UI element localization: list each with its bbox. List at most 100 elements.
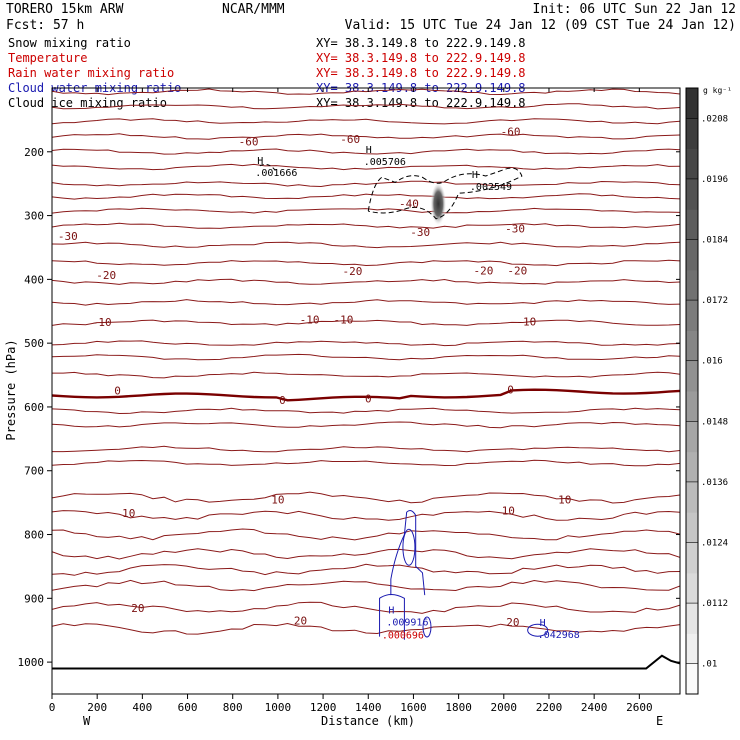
x-tick-label: 1600: [400, 701, 427, 714]
colorbar-swatch: [686, 178, 698, 210]
extremum-value: .002549: [470, 182, 512, 193]
isotherm-label: -30: [410, 226, 430, 239]
colorbar-swatch: [686, 542, 698, 574]
colorbar-swatch: [686, 148, 698, 180]
colorbar-swatch: [686, 330, 698, 362]
init-label: Init: 06 UTC Sun 22 Jan 12: [533, 2, 737, 17]
y-tick-label: 700: [24, 465, 44, 478]
colorbar-tick-label: .0172: [701, 296, 728, 306]
isotherm-label: 10: [271, 493, 284, 506]
isotherm-line: [52, 299, 680, 306]
x-tick-label: 200: [87, 701, 107, 714]
colorbar-border: [685, 87, 699, 695]
legend-cloud-ice: Cloud ice mixing ratio: [8, 96, 167, 110]
isotherm-line: [52, 622, 680, 635]
extremum-high-mark: H: [540, 618, 546, 629]
x-tick-label: 1800: [445, 701, 472, 714]
extremum-value: .001666: [255, 168, 297, 179]
legend-cloud-ice-xy: XY= 38.3.149.8 to 222.9.149.8: [316, 96, 526, 110]
isotherm-label: -10: [333, 314, 353, 327]
colorbar-swatch: [686, 209, 698, 240]
axes: 0 200 400 600 800 1000 1200 1400 1600 1800 2000 220…: [18, 88, 680, 714]
y-tick-label: 600: [24, 401, 44, 414]
isotherm-label: -20: [343, 265, 363, 278]
isotherm-line: [52, 563, 680, 576]
cloud-ice-contour: [259, 163, 277, 172]
colorbar-tick-label: .0196: [701, 175, 728, 185]
isotherm-line: [52, 241, 680, 249]
isotherm-label: 0: [114, 384, 121, 397]
isotherm-label: -10: [516, 315, 536, 328]
colorbar-swatch: [686, 300, 698, 331]
x-tick-label: 800: [223, 701, 243, 714]
y-tick-label: 900: [24, 592, 44, 605]
colorbar-swatch: [686, 572, 698, 604]
colorbar-swatch: [686, 118, 698, 150]
y-tick-label: 400: [24, 273, 44, 286]
colorbar-tick-label: .0112: [701, 599, 728, 609]
x-tick-label: 2200: [536, 701, 563, 714]
legend-rain-xy: XY= 38.3.149.8 to 222.9.149.8: [316, 66, 526, 80]
isotherm-label: 0: [279, 394, 286, 407]
cloud-water-contour: [402, 528, 416, 566]
isotherm-line: [52, 407, 680, 415]
colorbar-tick-label: .01: [701, 660, 717, 670]
west-label: W: [83, 714, 91, 728]
terrain-line: [52, 654, 680, 670]
legend-temperature-xy: XY= 38.3.149.8 to 222.9.149.8: [316, 51, 526, 65]
isotherm-label: -30: [505, 222, 525, 235]
isotherm-line: [52, 510, 680, 521]
isotherm-line: [52, 278, 680, 285]
isotherm-line: [52, 340, 680, 347]
isotherm-line: [52, 548, 680, 560]
isotherm-label: -20: [474, 264, 494, 277]
extremum-high-mark: H: [388, 606, 394, 617]
colorbar: .0208 .0196 .0184 .0172 .016 .0148 .0136 .0124.…: [685, 87, 728, 695]
isotherm-line: [52, 88, 680, 96]
x-tick-label: 1400: [355, 701, 382, 714]
colorbar-tick-label: .0136: [701, 478, 728, 488]
isotherm-label: -10: [92, 316, 112, 329]
isotherm-line: [52, 259, 680, 267]
extremum-high-mark: H: [257, 156, 263, 167]
colorbar-tick-label: .0124: [701, 539, 728, 549]
header: TORERO 15km ARW NCAR/MMM Init: 06 UTC Su…: [6, 2, 736, 33]
extremum-value: .009916: [386, 618, 428, 629]
x-tick-label: 600: [178, 701, 198, 714]
colorbar-swatch: [686, 633, 698, 665]
y-tick-label: 1000: [18, 656, 45, 669]
x-tick-label: 2400: [581, 701, 608, 714]
extremum-value: .000696: [382, 631, 424, 642]
x-tick-label: 2600: [626, 701, 653, 714]
x-tick-label: 1200: [310, 701, 337, 714]
isotherm-line: [52, 103, 680, 110]
valid-label: Valid: 15 UTC Tue 24 Jan 12 (09 CST Tue …: [345, 18, 736, 33]
isotherm-line: [52, 148, 680, 155]
y-axis-title: Pressure (hPa): [4, 339, 18, 440]
isotherm-line: [52, 118, 680, 125]
plot-border: [51, 87, 681, 695]
colorbar-swatch: [686, 88, 698, 119]
colorbar-tick-label: .0208: [701, 114, 728, 124]
isotherm-label: 10: [502, 504, 515, 517]
colorbar-swatch: [686, 481, 698, 513]
colorbar-tick-label: .0148: [701, 417, 728, 427]
cloud-water-contour: [390, 510, 426, 596]
legend-snow: Snow mixing ratio: [8, 36, 131, 50]
isotherm-line: [52, 491, 680, 504]
y-tick-label: 500: [24, 337, 44, 350]
colorbar-swatch: [686, 239, 698, 271]
plot-area: -60 -60-60-40-30 -30 -30-20 -20 -20 -20-10 -10-…: [51, 87, 681, 695]
x-axis-title: Distance (km): [321, 714, 415, 728]
isotherm-line: [52, 371, 680, 379]
legend-snow-xy: XY= 38.3.149.8 to 222.9.149.8: [316, 36, 526, 50]
isotherm-line: [52, 319, 680, 326]
x-tick-label: 1000: [265, 701, 292, 714]
isotherm-label: -30: [58, 230, 78, 243]
isotherm-line: [52, 222, 680, 229]
isotherm-label: -20: [507, 264, 527, 277]
isotherm-label: -60: [239, 136, 259, 149]
colorbar-swatch: [686, 360, 698, 392]
isotherm-label: 20: [294, 615, 307, 628]
